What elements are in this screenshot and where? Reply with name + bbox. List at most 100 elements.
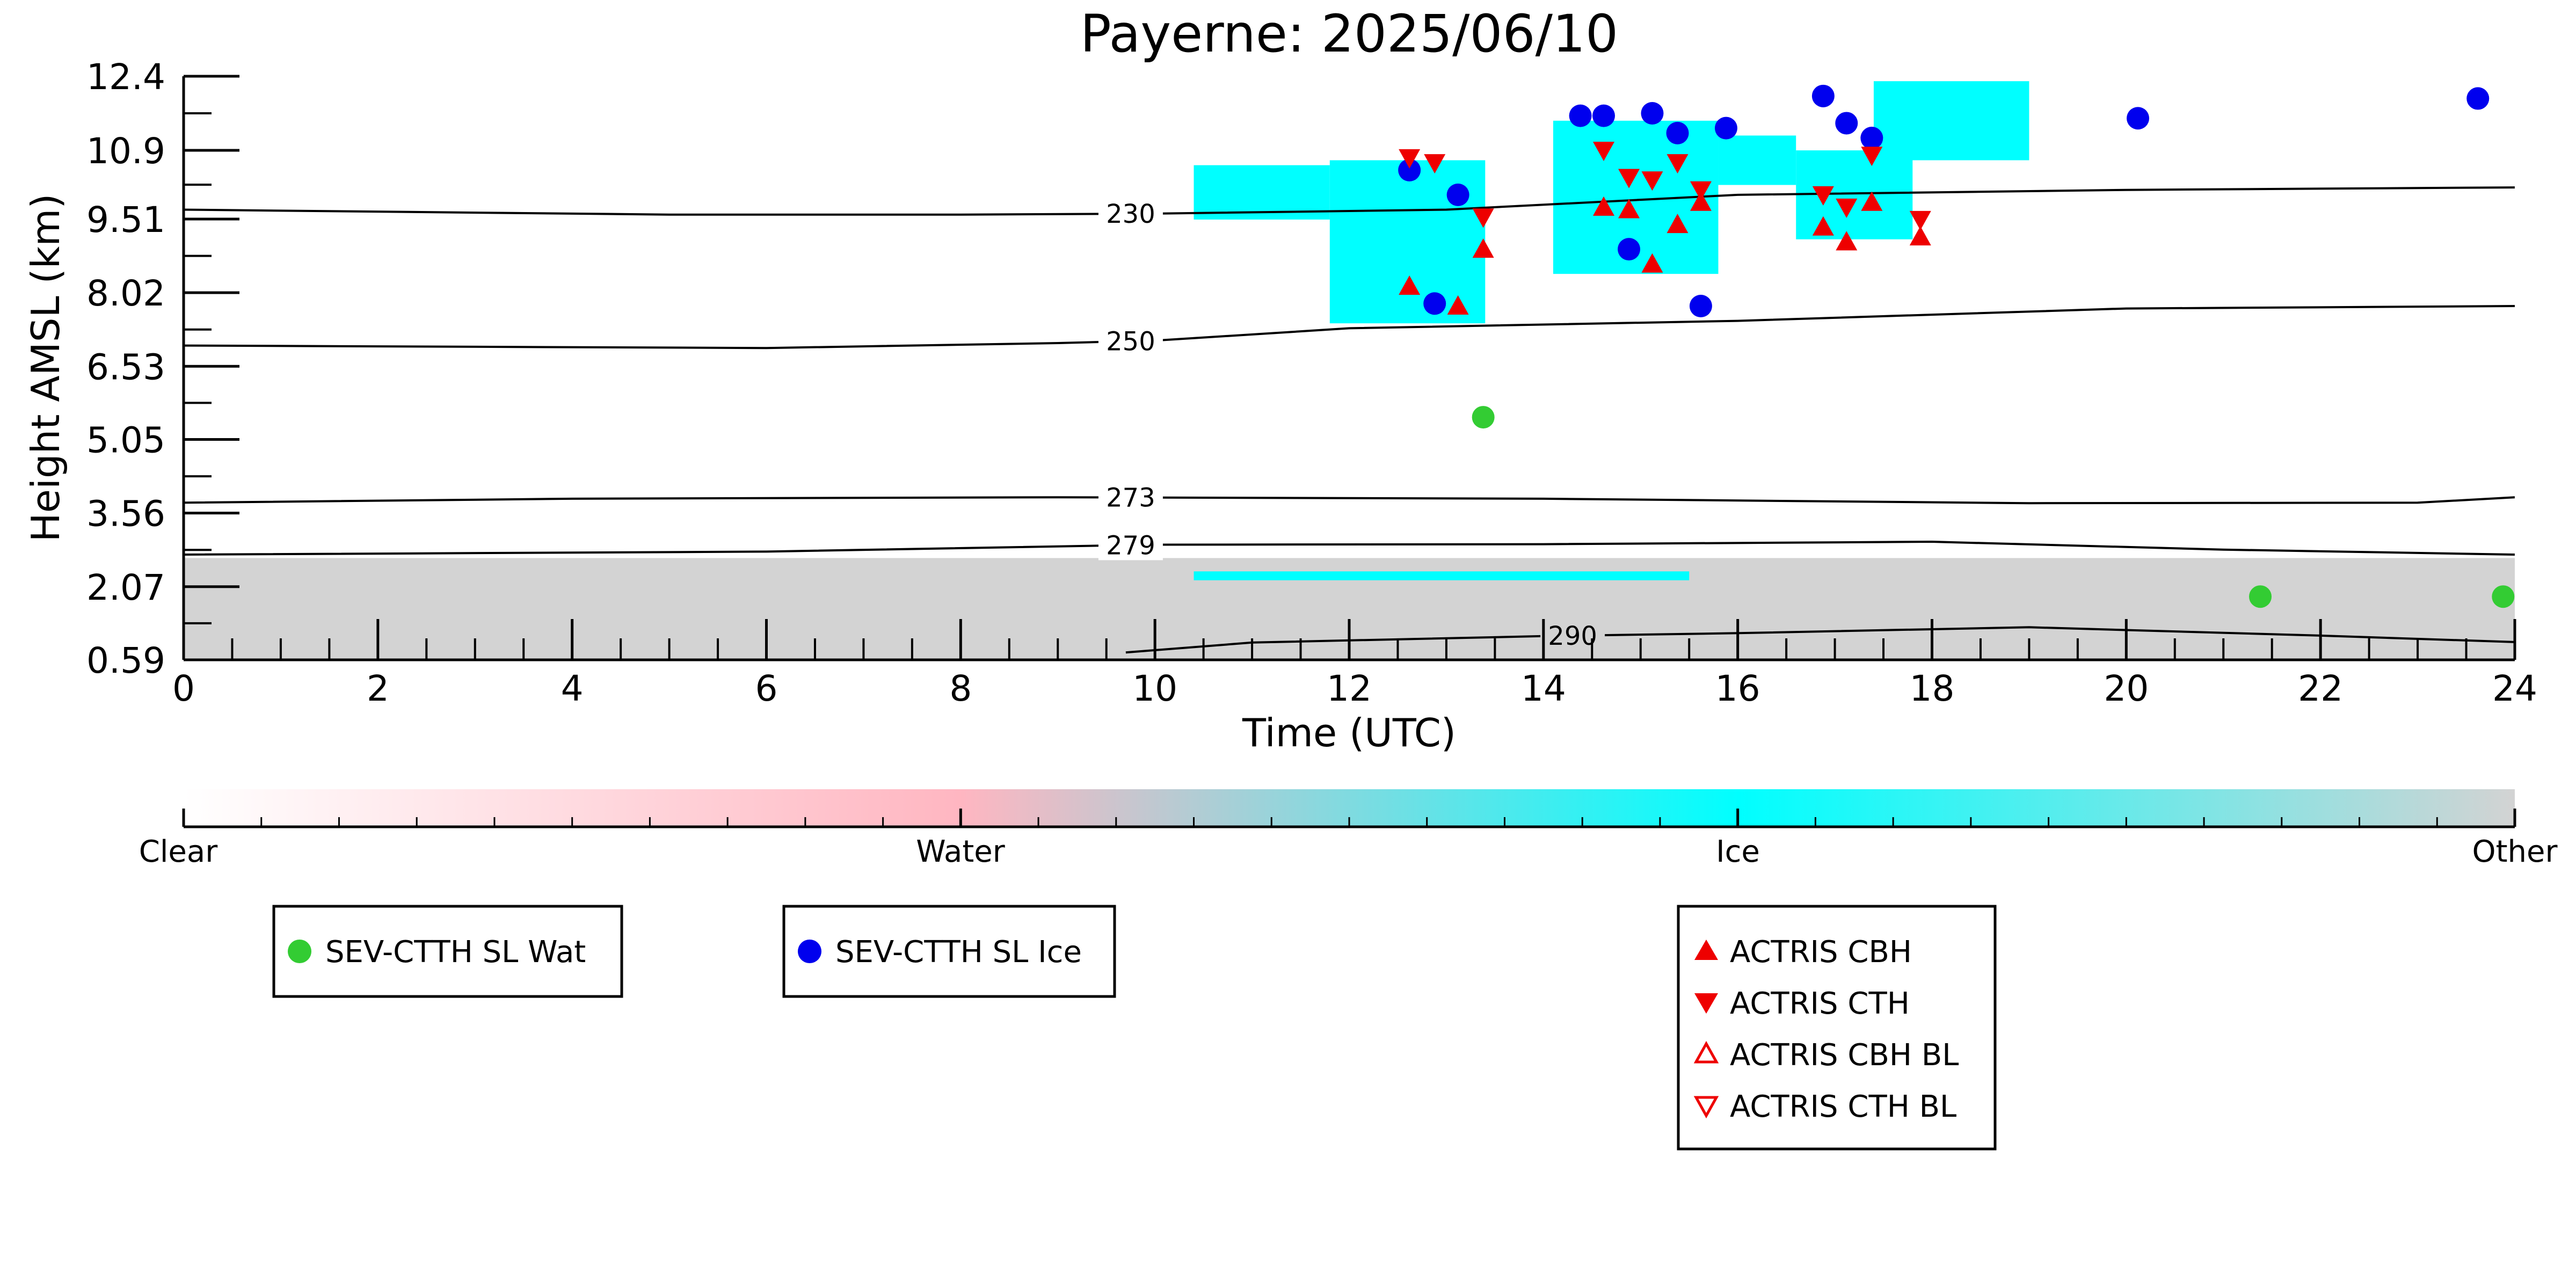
legend-actris: ACTRIS CBH ACTRIS CTH ACTRIS CBH BL ACTR… — [1677, 905, 1997, 1151]
legend-cbh-label: ACTRIS CBH — [1730, 935, 1912, 970]
marker-sev-ctth-sl-ice — [1398, 158, 1421, 181]
marker-sev-ctth-sl-ice — [1860, 127, 1883, 150]
legend-ice-marker — [798, 940, 821, 963]
observation-markers — [1398, 84, 2515, 608]
x-tick-label: 0 — [172, 668, 195, 709]
marker-sev-ctth-sl-ice — [1618, 238, 1641, 261]
x-tick-label: 2 — [367, 668, 389, 709]
chart-title: Payerne: 2025/06/10 — [1080, 4, 1618, 64]
marker-actris-cbh — [1618, 199, 1640, 219]
marker-sev-ctth-sl-ice — [1666, 121, 1689, 144]
marker-actris-cbh — [1690, 191, 1712, 211]
region-ice-5 — [1718, 135, 1796, 185]
marker-sev-ctth-sl-ice — [1689, 294, 1712, 317]
y-tick-label: 9.51 — [86, 199, 165, 241]
colorbar: Clear Water Ice Other — [139, 789, 2558, 869]
y-tick-label: 6.53 — [86, 346, 165, 388]
contour-label-bg-273 — [1098, 482, 1163, 513]
y-axis-title: Height AMSL (km) — [23, 194, 68, 542]
colorbar-label-other: Other — [2472, 834, 2558, 869]
x-tick-label: 24 — [2492, 668, 2537, 709]
marker-sev-ctth-sl-ice — [1446, 183, 1469, 206]
marker-actris-cth — [1909, 210, 1931, 230]
x-tick-label: 6 — [755, 668, 778, 709]
legend-ice: SEV-CTTH SL Ice — [782, 905, 1116, 998]
colorbar-ticks — [182, 809, 2516, 828]
contour-line-250 — [184, 305, 2515, 350]
legend-cbh-marker — [1694, 940, 1718, 960]
y-tick-label: 0.59 — [86, 640, 165, 681]
marker-actris-cbh — [1909, 226, 1931, 246]
x-tick-label: 20 — [2104, 668, 2149, 709]
marker-sev-ctth-sl-ice — [1641, 102, 1664, 125]
plot-area: 230 250 273 279 290 0.59 2.07 3.56 5.05 6.53 8.02… — [86, 56, 2537, 709]
legend-water: SEV-CTTH SL Wat — [272, 905, 623, 998]
marker-actris-cth — [1424, 154, 1446, 174]
classification-regions — [184, 81, 2515, 660]
marker-sev-ctth-sl-wat — [2248, 585, 2272, 608]
marker-sev-ctth-sl-ice — [1811, 84, 1835, 107]
contour-label-230: 230 — [1106, 199, 1155, 229]
marker-actris-cth — [1690, 181, 1712, 201]
marker-sev-ctth-sl-ice — [1835, 112, 1858, 135]
marker-sev-ctth-sl-ice — [1423, 292, 1446, 315]
contour-label-279: 279 — [1106, 530, 1155, 561]
marker-sev-ctth-sl-wat — [2492, 585, 2515, 608]
x-tick-label: 8 — [949, 668, 972, 709]
region-ice-7 — [1873, 81, 2029, 161]
contour-label-bg-279 — [1098, 530, 1163, 561]
contour-line-279 — [184, 540, 2515, 556]
colorbar-label-clear: Clear — [139, 834, 218, 869]
marker-actris-cbh — [1861, 191, 1883, 211]
x-tick-label: 18 — [1910, 668, 1955, 709]
marker-actris-cbh — [1447, 295, 1469, 315]
legend-cbh-bl-marker — [1693, 1040, 1719, 1064]
marker-actris-cth — [1593, 142, 1615, 162]
marker-actris-cth — [1861, 147, 1883, 166]
marker-actris-cbh — [1472, 238, 1494, 258]
contour-label-bg-230 — [1098, 199, 1163, 229]
legend-cbh-bl-label: ACTRIS CBH BL — [1730, 1038, 1959, 1073]
x-tick-label: 12 — [1327, 668, 1372, 709]
legend-cth-bl-label: ACTRIS CTH BL — [1730, 1089, 1956, 1124]
contour-label-250: 250 — [1106, 327, 1155, 357]
marker-actris-cth — [1472, 208, 1494, 228]
y-tick-label: 5.05 — [86, 419, 165, 461]
x-axis-title: Time (UTC) — [1242, 710, 1456, 755]
marker-actris-cbh — [1641, 253, 1663, 273]
temperature-contours: 230 250 273 279 290 — [184, 186, 2515, 654]
x-tick-label: 22 — [2298, 668, 2343, 709]
marker-actris-cth — [1399, 149, 1421, 169]
legend-cth-bl-marker — [1693, 1096, 1719, 1119]
x-tick-label: 10 — [1132, 668, 1177, 709]
x-tick-label: 14 — [1521, 668, 1566, 709]
y-tick-label: 10.9 — [86, 130, 165, 172]
contour-label-bg-290 — [1540, 620, 1605, 651]
legend-water-label: SEV-CTTH SL Wat — [325, 935, 586, 970]
legend-cth-marker — [1694, 993, 1718, 1014]
marker-sev-ctth-sl-ice — [1569, 104, 1592, 127]
marker-sev-ctth-sl-ice — [1714, 117, 1737, 140]
y-tick-label: 2.07 — [86, 567, 165, 608]
contour-line-230 — [184, 186, 2515, 216]
legend-cth-label: ACTRIS CTH — [1730, 986, 1910, 1021]
marker-actris-cbh — [1667, 214, 1689, 234]
colorbar-label-water: Water — [916, 834, 1006, 869]
legend-ice-frame — [782, 905, 1116, 998]
marker-actris-cth — [1618, 169, 1640, 188]
colorbar-label-ice: Ice — [1716, 834, 1760, 869]
marker-actris-cth — [1812, 186, 1834, 206]
legend-actris-frame — [1677, 905, 1997, 1151]
y-tick-label: 12.4 — [86, 56, 165, 98]
marker-actris-cth — [1836, 198, 1858, 218]
y-tick-label: 8.02 — [86, 273, 165, 314]
marker-actris-cbh — [1593, 196, 1615, 216]
y-tick-label: 3.56 — [86, 493, 165, 535]
region-ice-1 — [1194, 571, 1690, 580]
legend-water-marker — [288, 940, 311, 963]
x-tick-label: 4 — [561, 668, 584, 709]
marker-actris-cth — [1667, 154, 1689, 174]
legend-water-frame — [272, 905, 623, 998]
